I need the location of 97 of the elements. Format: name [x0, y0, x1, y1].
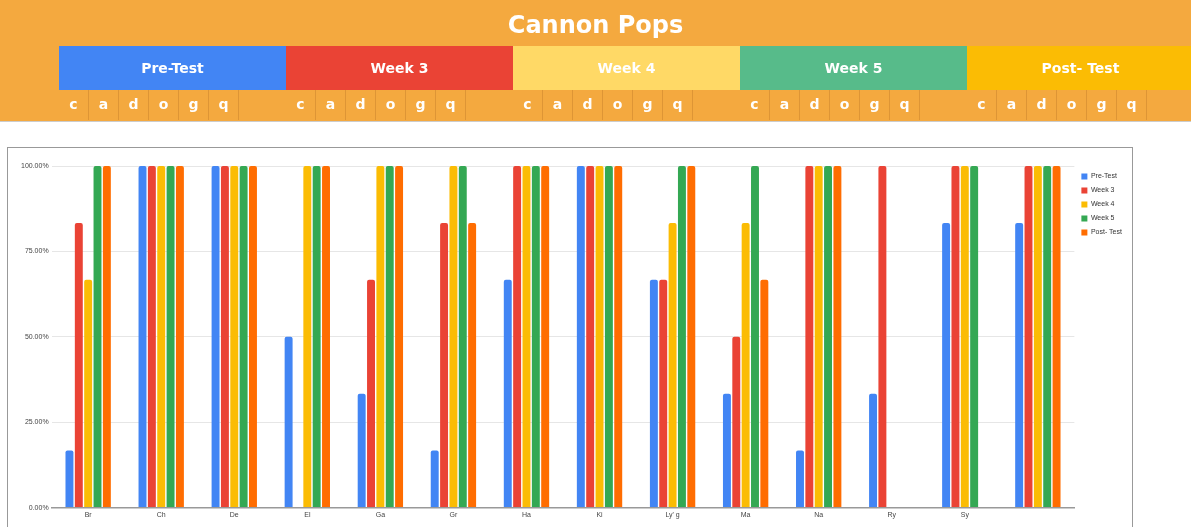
- bar: [503, 279, 512, 508]
- bar: [322, 166, 330, 508]
- text: o: [603, 90, 633, 120]
- bar: [659, 279, 668, 508]
- bar: [468, 223, 477, 508]
- text: g: [633, 90, 663, 120]
- bar: [175, 166, 184, 508]
- text: o: [376, 90, 406, 120]
- text: d: [119, 90, 149, 120]
- text: a: [316, 90, 346, 120]
- category-label: Week 5: [740, 46, 967, 90]
- bar: [824, 166, 833, 508]
- bar: [814, 166, 823, 508]
- text: c: [513, 90, 543, 120]
- text: c: [59, 90, 89, 120]
- bar: [677, 166, 686, 508]
- text: q: [209, 90, 239, 120]
- bar: [1015, 223, 1024, 508]
- text: d: [800, 90, 830, 120]
- text: d: [573, 90, 603, 120]
- category-label: Week 4: [513, 46, 740, 90]
- text: q: [890, 90, 920, 120]
- text: d: [1027, 90, 1057, 120]
- text: o: [830, 90, 860, 120]
- bar: [942, 223, 951, 508]
- bar: [878, 166, 887, 508]
- bar: [220, 166, 229, 508]
- text: c: [286, 90, 316, 120]
- bar: [440, 223, 449, 508]
- bar: [303, 166, 312, 508]
- text: Cannon Pops: [506, 10, 685, 41]
- bar: [970, 166, 979, 508]
- bar: [430, 450, 439, 508]
- bar: [531, 166, 540, 508]
- bar: [595, 166, 604, 508]
- bar: [668, 223, 677, 508]
- text: g: [179, 90, 209, 120]
- bar: [649, 279, 658, 508]
- bar: [751, 166, 759, 508]
- bar: [541, 166, 550, 508]
- bar: [367, 279, 375, 508]
- text: q: [436, 90, 466, 120]
- bar: [230, 166, 239, 508]
- bar: [796, 450, 804, 508]
- bar: [833, 166, 842, 508]
- bar: [576, 166, 585, 508]
- bar: [284, 336, 293, 508]
- bar: [604, 166, 613, 508]
- bar: [722, 393, 731, 508]
- bar: [1043, 166, 1052, 508]
- bar: [395, 166, 404, 508]
- bar: [357, 393, 366, 508]
- text: g: [406, 90, 436, 120]
- category-label: Week 3: [286, 46, 513, 90]
- text: a: [89, 90, 119, 120]
- bar: [385, 166, 394, 508]
- text: a: [770, 90, 800, 120]
- text: g: [860, 90, 890, 120]
- text: a: [543, 90, 573, 120]
- bar: [687, 166, 696, 508]
- text: c: [740, 90, 770, 120]
- bar: [376, 166, 385, 508]
- bar: [84, 279, 93, 508]
- text: c: [967, 90, 997, 120]
- bar: [166, 166, 175, 508]
- text: o: [149, 90, 179, 120]
- bar: [157, 166, 166, 508]
- bar: [211, 166, 220, 508]
- bar: [960, 166, 969, 508]
- bar: [1033, 166, 1042, 508]
- bar: [249, 166, 257, 508]
- bar: [312, 166, 321, 508]
- bar: [614, 166, 623, 508]
- bar: [65, 450, 74, 508]
- category-label: Post- Test: [967, 46, 1191, 90]
- bar: [869, 393, 878, 508]
- text: g: [1087, 90, 1117, 120]
- bar: [760, 279, 769, 508]
- bar: [741, 223, 750, 508]
- bar: [102, 166, 111, 508]
- bar: [239, 166, 248, 508]
- bar: [732, 336, 741, 508]
- text: q: [663, 90, 693, 120]
- bar: [586, 166, 595, 508]
- bar: [74, 223, 83, 508]
- bar: [805, 166, 814, 508]
- text: q: [1117, 90, 1147, 120]
- bar: [513, 166, 522, 508]
- bar: [1052, 166, 1061, 508]
- bar: [458, 166, 467, 508]
- bar: [951, 166, 960, 508]
- bar: [147, 166, 156, 508]
- text: d: [346, 90, 376, 120]
- category-label: Pre-Test: [59, 46, 286, 90]
- text: a: [997, 90, 1027, 120]
- bar: [449, 166, 458, 508]
- text: o: [1057, 90, 1087, 120]
